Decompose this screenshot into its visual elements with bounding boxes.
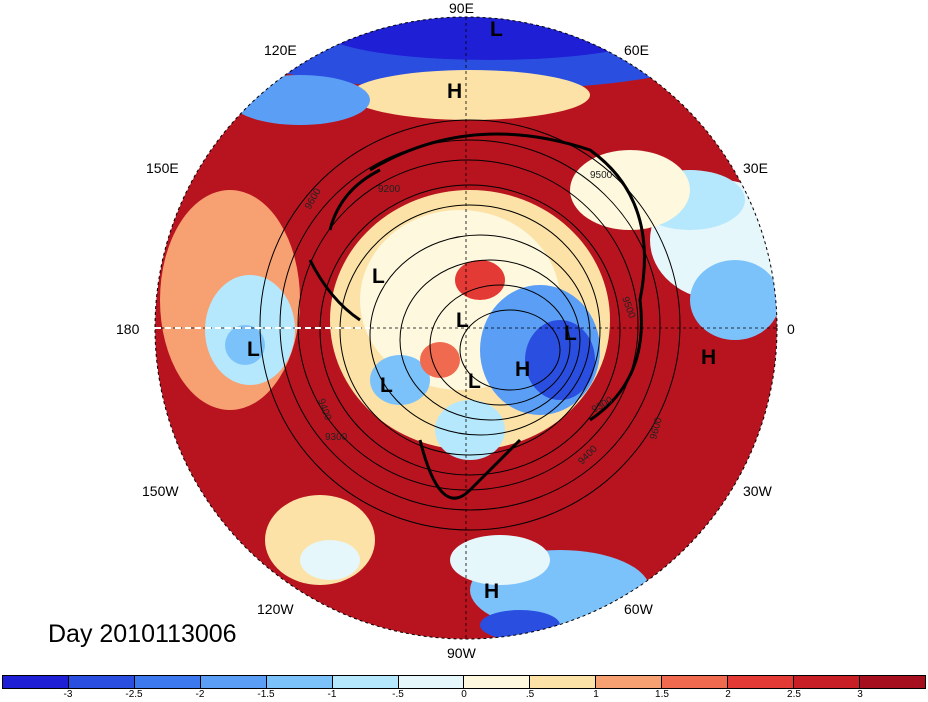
colorbar-tick-label: 1.5 bbox=[655, 689, 669, 700]
colorbar-swatch bbox=[3, 676, 69, 688]
colorbar-swatch bbox=[200, 676, 267, 688]
colorbar-tick-label: -3 bbox=[63, 689, 73, 700]
lon-label-90w: 90W bbox=[447, 645, 477, 661]
map-title: Day 2010113006 bbox=[48, 620, 237, 648]
pressure-marker: L bbox=[456, 309, 469, 332]
lon-label-90e: 90E bbox=[449, 0, 474, 16]
colorbar-tick-label: -1 bbox=[327, 689, 337, 700]
lon-label-30w: 30W bbox=[743, 483, 773, 499]
colorbar-tick-label: 3 bbox=[857, 689, 863, 700]
colorbar-swatch bbox=[332, 676, 399, 688]
colorbar-swatch bbox=[794, 676, 860, 688]
colorbar-tick-label: .5 bbox=[525, 689, 535, 700]
colorbar-swatch bbox=[859, 676, 925, 688]
graticule bbox=[154, 16, 778, 640]
lon-label-30e: 30E bbox=[743, 160, 768, 176]
lon-label-60e: 60E bbox=[624, 42, 649, 58]
colorbar bbox=[2, 675, 926, 689]
colorbar-tick-label: -.5 bbox=[392, 689, 404, 700]
pressure-marker: H bbox=[447, 80, 462, 103]
colorbar-swatch bbox=[266, 676, 333, 688]
colorbar-tick-label: 2.5 bbox=[787, 689, 801, 700]
lon-label-180: 180 bbox=[116, 321, 140, 337]
lon-label-120e: 120E bbox=[264, 42, 297, 58]
pressure-marker: L bbox=[490, 18, 503, 41]
colorbar-tick-label: -1.5 bbox=[257, 689, 275, 700]
colorbar-tick-label: 2 bbox=[725, 689, 731, 700]
colorbar-swatch bbox=[596, 676, 663, 688]
colorbar-ticks: -3 -2.5 -2 -1.5 -1 -.5 0 .5 1 1.5 2 2.5 3 bbox=[2, 689, 926, 702]
pressure-marker: H bbox=[484, 580, 499, 603]
lon-label-150e: 150E bbox=[146, 160, 179, 176]
lon-label-150w: 150W bbox=[142, 483, 179, 499]
anomaly-field bbox=[155, 17, 777, 639]
colorbar-swatch bbox=[398, 676, 465, 688]
pressure-marker: L bbox=[564, 322, 577, 345]
colorbar-swatch bbox=[68, 676, 135, 688]
lon-label-60w: 60W bbox=[624, 601, 654, 617]
colorbar-swatch bbox=[728, 676, 795, 688]
colorbar-tick-label: -2 bbox=[195, 689, 205, 700]
pressure-marker: L bbox=[372, 265, 385, 288]
pressure-marker: L bbox=[468, 370, 481, 393]
pressure-marker: H bbox=[701, 346, 716, 369]
pressure-marker: L bbox=[247, 338, 260, 361]
colorbar-swatch bbox=[662, 676, 729, 688]
pressure-markers: L H L L L L H H L L H bbox=[247, 18, 716, 603]
pressure-marker: L bbox=[380, 374, 393, 397]
colorbar-swatch bbox=[464, 676, 531, 688]
height-contours bbox=[259, 119, 681, 531]
colorbar-tick-label: -2.5 bbox=[125, 689, 143, 700]
colorbar-tick-label: 1 bbox=[593, 689, 599, 700]
pressure-marker: H bbox=[515, 358, 530, 381]
colorbar-swatch bbox=[134, 676, 201, 688]
contour-label: 9500 bbox=[590, 170, 613, 181]
colorbar-tick-label: 0 bbox=[461, 689, 467, 700]
contour-label: 9200 bbox=[378, 184, 401, 195]
colorbar-swatch bbox=[530, 676, 597, 688]
contour-label: 9300 bbox=[325, 432, 348, 443]
lon-label-0: 0 bbox=[787, 321, 795, 337]
longitude-labels: 90E 120E 60E 150E 30E 180 0 150W 30W 120… bbox=[116, 0, 795, 661]
lon-label-120w: 120W bbox=[257, 601, 294, 617]
